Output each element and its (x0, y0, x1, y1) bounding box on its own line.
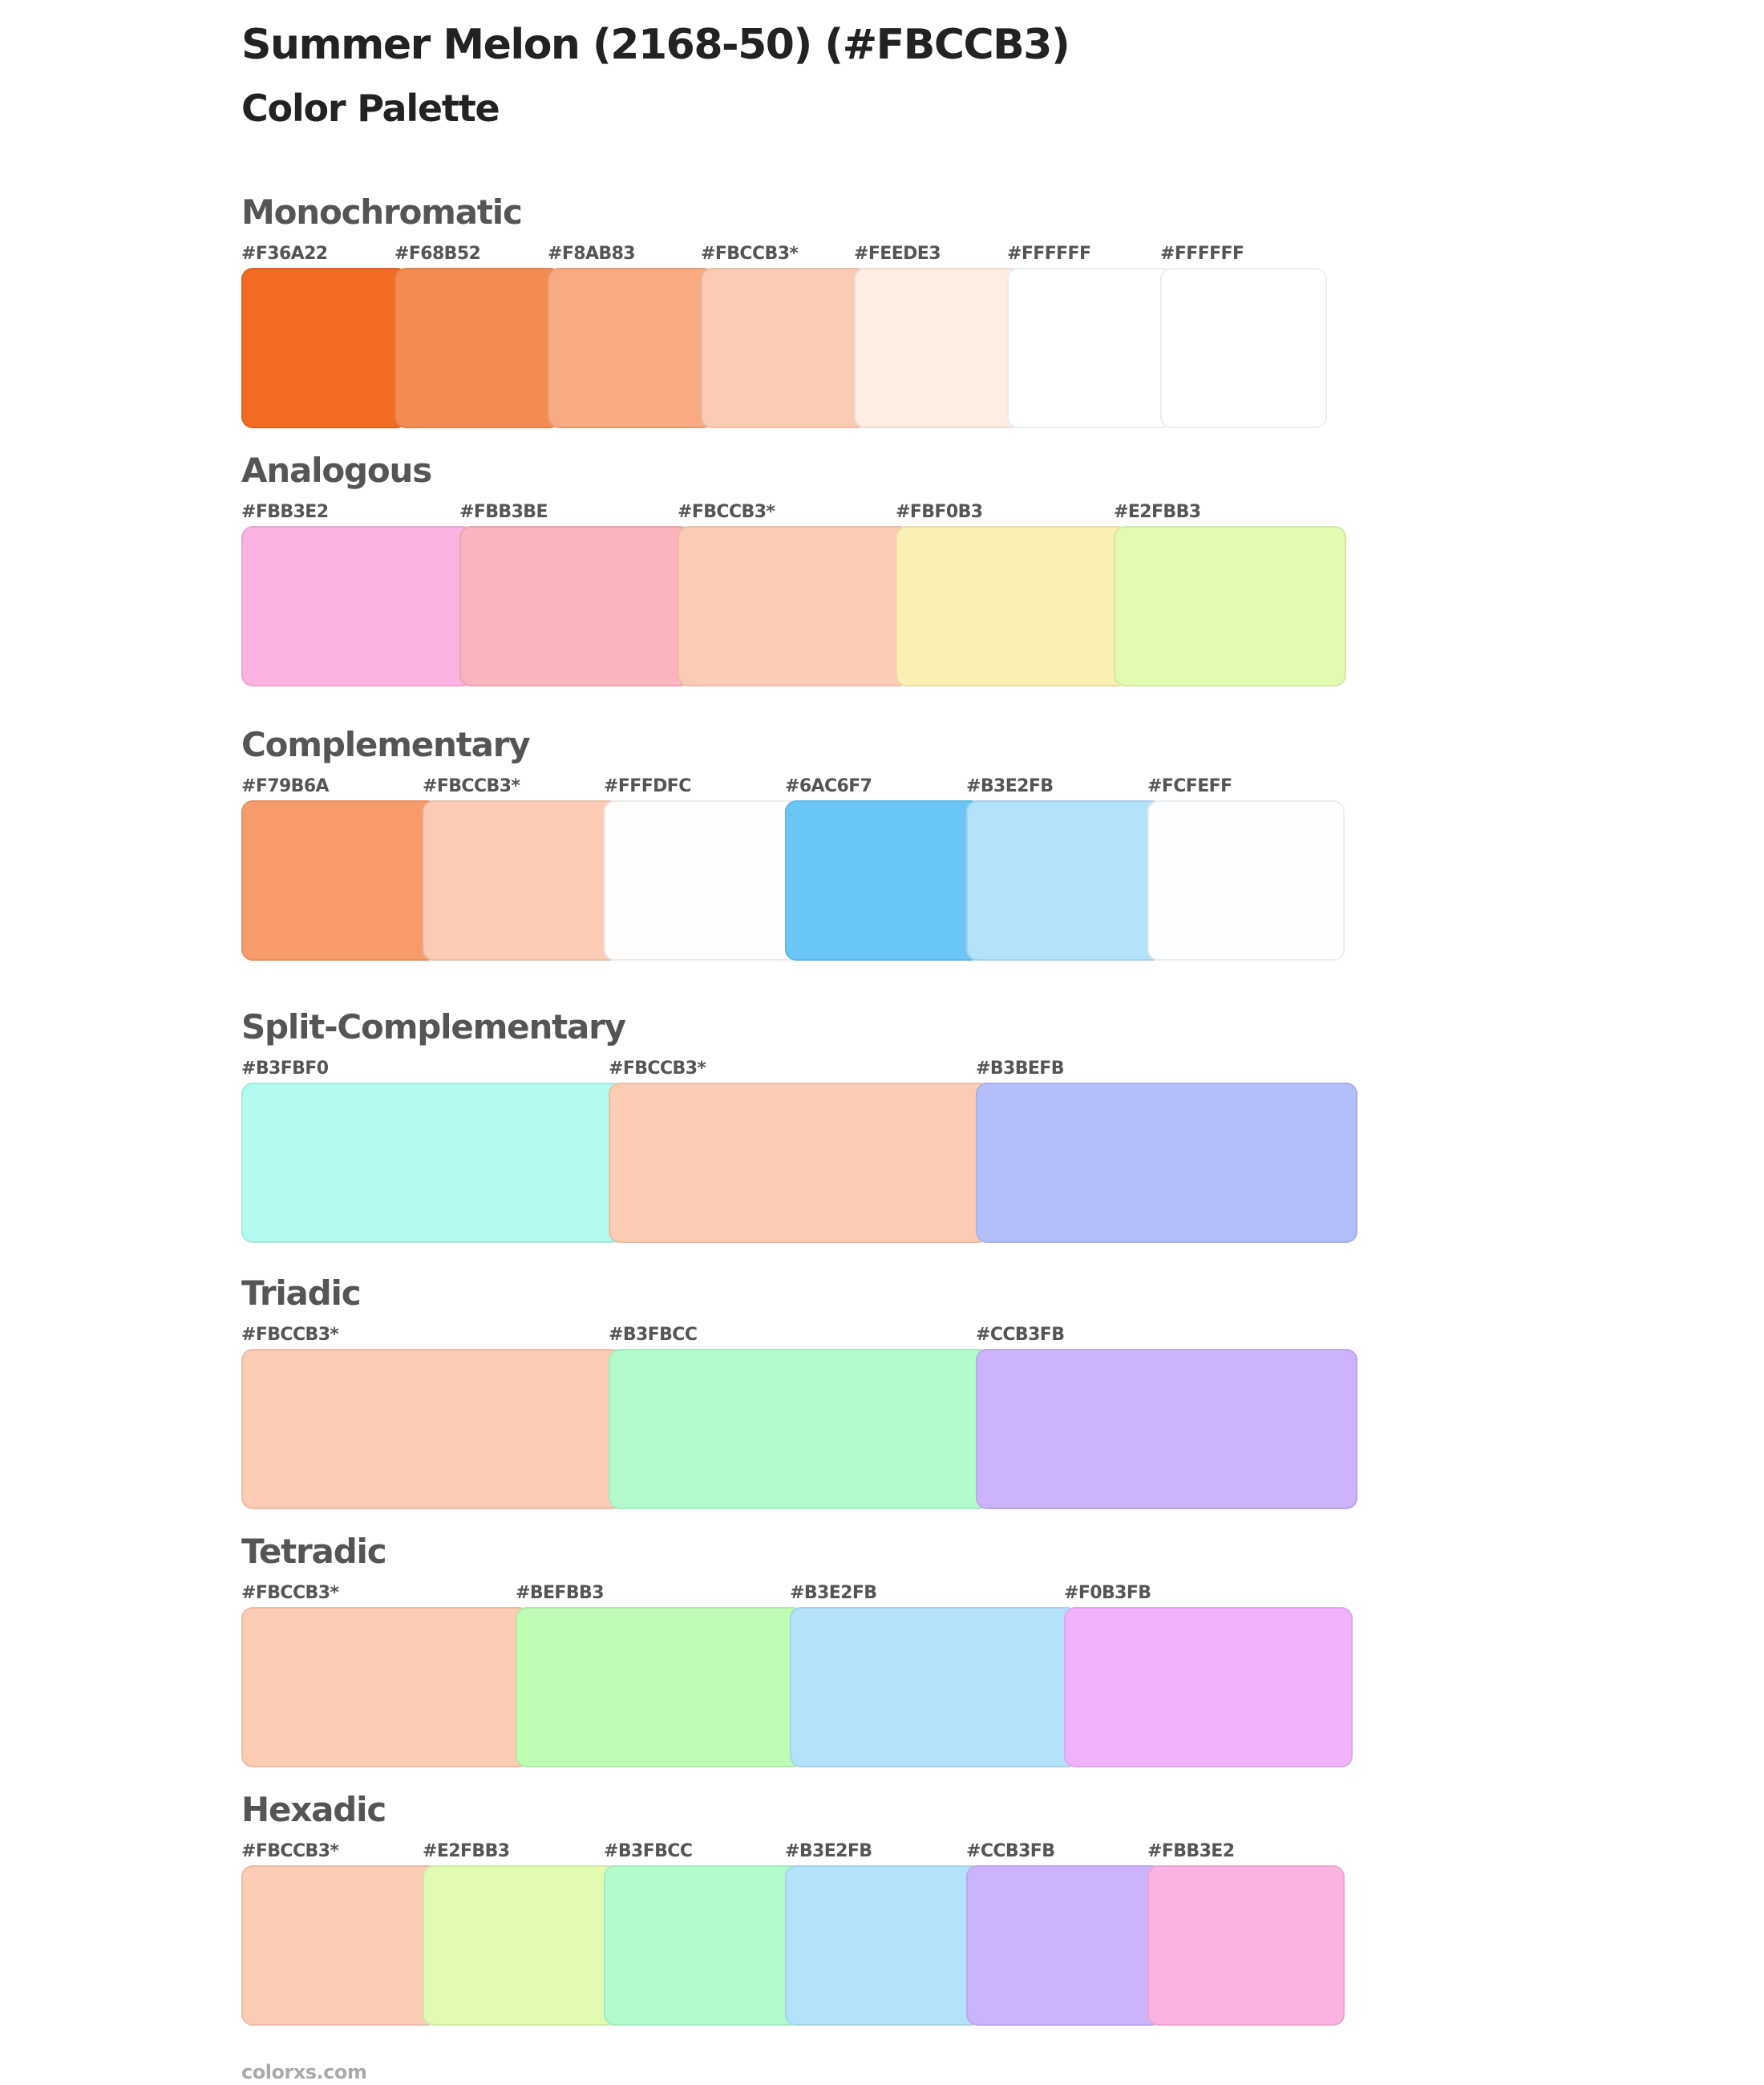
color-swatch[interactable] (609, 1349, 990, 1509)
palette-section-complementary: Complementary #F79B6A #FBCCB3* #FFFDFC #6AC6… (241, 725, 1345, 961)
swatch-row (241, 1865, 1345, 2026)
color-swatch[interactable] (966, 800, 1163, 961)
swatch-hex-label[interactable]: #B3E2FB (785, 1841, 872, 1861)
color-swatch[interactable] (241, 1349, 623, 1509)
swatch-hex-label[interactable]: #FBCCB3* (609, 1059, 706, 1079)
color-swatch[interactable] (678, 526, 910, 686)
swatch-row (241, 1349, 1357, 1509)
color-swatch[interactable] (423, 1865, 620, 2026)
palette-heading: Hexadic (241, 1790, 386, 1829)
palette-section-analogous: Analogous #FBB3E2 #FBB3BE #FBCCB3* #FBF0B3 #E… (241, 451, 1346, 686)
color-swatch[interactable] (976, 1083, 1357, 1243)
palette-section-monochromatic: Monochromatic #F36A22 #F68B52 #F8AB83 #FBCCB… (241, 192, 1327, 428)
swatch-labels: #F79B6A #FBCCB3* #FFFDFC #6AC6F7 #B3E2FB #FCF… (241, 776, 1232, 796)
swatch-hex-label[interactable]: #FBCCB3* (701, 244, 799, 264)
color-swatch[interactable] (790, 1607, 1078, 1767)
palette-heading: Monochromatic (241, 192, 523, 232)
palette-section-tetradic: Tetradic #FBCCB3* #BEFBB3 #B3E2FB #F0B3FB (241, 1532, 1353, 1767)
color-swatch[interactable] (609, 1083, 990, 1243)
swatch-hex-label[interactable]: #F36A22 (241, 244, 328, 264)
swatch-labels: #F36A22 #F68B52 #F8AB83 #FBCCB3* #FEEDE3 #FFF… (241, 244, 1244, 264)
color-swatch[interactable] (548, 268, 714, 428)
palette-heading: Analogous (241, 451, 432, 490)
swatch-hex-label[interactable]: #FEEDE3 (854, 244, 941, 264)
color-swatch[interactable] (604, 1865, 801, 2026)
swatch-labels: #FBCCB3* #BEFBB3 #B3E2FB #F0B3FB (241, 1583, 1151, 1603)
color-swatch[interactable] (1064, 1607, 1353, 1767)
swatch-hex-label[interactable]: #B3FBF0 (241, 1059, 329, 1079)
color-swatch[interactable] (241, 800, 439, 961)
color-swatch[interactable] (1147, 800, 1345, 961)
site-link[interactable]: colorxs.com (241, 2061, 367, 2083)
color-swatch[interactable] (241, 1865, 439, 2026)
palette-section-triadic: Triadic #FBCCB3* #B3FBCC #CCB3FB (241, 1273, 1357, 1509)
swatch-hex-label[interactable]: #FBCCB3* (241, 1841, 339, 1861)
swatch-hex-label[interactable]: #FBCCB3* (423, 776, 520, 796)
palette-heading: Split-Complementary (241, 1007, 626, 1047)
color-swatch[interactable] (785, 1865, 982, 2026)
swatch-hex-label[interactable]: #B3E2FB (966, 776, 1054, 796)
swatch-hex-label[interactable]: #F0B3FB (1064, 1583, 1151, 1603)
swatch-hex-label[interactable]: #FBB3BE (459, 502, 548, 522)
swatch-hex-label[interactable]: #FBCCB3* (241, 1325, 339, 1345)
color-swatch[interactable] (394, 268, 561, 428)
color-swatch[interactable] (516, 1607, 804, 1767)
color-swatch[interactable] (241, 1607, 530, 1767)
swatch-row (241, 526, 1346, 686)
swatch-hex-label[interactable]: #FFFDFC (604, 776, 691, 796)
swatch-hex-label[interactable]: #FFFFFF (1007, 244, 1091, 264)
color-swatch[interactable] (1114, 526, 1346, 686)
swatch-row (241, 800, 1345, 961)
palette-heading: Complementary (241, 725, 531, 764)
swatch-hex-label[interactable]: #FCFEFF (1147, 776, 1232, 796)
swatch-hex-label[interactable]: #E2FBB3 (1114, 502, 1201, 522)
color-swatch[interactable] (423, 800, 620, 961)
swatch-labels: #FBCCB3* #E2FBB3 #B3FBCC #B3E2FB #CCB3FB #FBB… (241, 1841, 1235, 1861)
swatch-hex-label[interactable]: #F79B6A (241, 776, 330, 796)
color-swatch[interactable] (241, 1083, 623, 1243)
swatch-hex-label[interactable]: #FFFFFF (1160, 244, 1244, 264)
swatch-hex-label[interactable]: #B3E2FB (790, 1583, 877, 1603)
swatch-hex-label[interactable]: #F68B52 (394, 244, 481, 264)
swatch-hex-label[interactable]: #E2FBB3 (423, 1841, 510, 1861)
swatch-hex-label[interactable]: #FBB3E2 (241, 502, 329, 522)
color-swatch[interactable] (1160, 268, 1327, 428)
swatch-hex-label[interactable]: #BEFBB3 (516, 1583, 605, 1603)
swatch-hex-label[interactable]: #6AC6F7 (785, 776, 872, 796)
palette-section-split-complementary: Split-Complementary #B3FBF0 #FBCCB3* #B3BEF… (241, 1007, 1357, 1243)
color-swatch[interactable] (785, 800, 982, 961)
swatch-hex-label[interactable]: #FBCCB3* (241, 1583, 339, 1603)
color-swatch[interactable] (896, 526, 1128, 686)
color-swatch[interactable] (854, 268, 1021, 428)
swatch-labels: #FBCCB3* #B3FBCC #CCB3FB (241, 1325, 1065, 1345)
palette-section-hexadic: Hexadic #FBCCB3* #E2FBB3 #B3FBCC #B3E2FB #CCB… (241, 1790, 1345, 2026)
palette-heading: Tetradic (241, 1532, 387, 1571)
swatch-hex-label[interactable]: #FBCCB3* (678, 502, 775, 522)
swatch-labels: #B3FBF0 #FBCCB3* #B3BEFB (241, 1059, 1065, 1079)
color-swatch[interactable] (966, 1865, 1163, 2026)
swatch-hex-label[interactable]: #B3FBCC (604, 1841, 693, 1861)
swatch-row (241, 268, 1327, 428)
color-swatch[interactable] (459, 526, 692, 686)
palette-heading: Triadic (241, 1273, 362, 1313)
swatch-row (241, 1083, 1357, 1243)
page-subtitle: Color Palette (241, 87, 500, 130)
swatch-hex-label[interactable]: #FBB3E2 (1147, 1841, 1235, 1861)
color-swatch[interactable] (241, 268, 408, 428)
swatch-hex-label[interactable]: #FBF0B3 (896, 502, 983, 522)
color-swatch[interactable] (604, 800, 801, 961)
swatch-hex-label[interactable]: #CCB3FB (966, 1841, 1055, 1861)
swatch-row (241, 1607, 1353, 1767)
swatch-hex-label[interactable]: #B3BEFB (976, 1059, 1065, 1079)
color-swatch[interactable] (1147, 1865, 1345, 2026)
color-swatch[interactable] (701, 268, 868, 428)
swatch-hex-label[interactable]: #CCB3FB (976, 1325, 1065, 1345)
color-swatch[interactable] (1007, 268, 1174, 428)
page-title: Summer Melon (2168-50) (#FBCCB3) (241, 21, 1070, 69)
color-swatch[interactable] (241, 526, 474, 686)
swatch-labels: #FBB3E2 #FBB3BE #FBCCB3* #FBF0B3 #E2FBB3 (241, 502, 1201, 522)
swatch-hex-label[interactable]: #B3FBCC (609, 1325, 698, 1345)
color-swatch[interactable] (976, 1349, 1357, 1509)
swatch-hex-label[interactable]: #F8AB83 (548, 244, 636, 264)
